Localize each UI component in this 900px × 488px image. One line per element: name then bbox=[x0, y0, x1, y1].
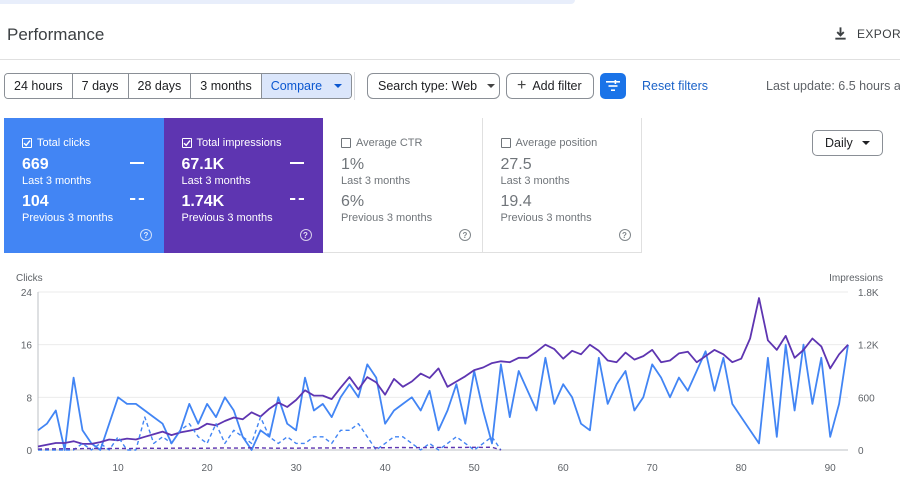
card-value: 669 bbox=[22, 156, 49, 173]
solid-line-icon bbox=[130, 162, 144, 164]
card-label: Total clicks bbox=[37, 137, 91, 149]
card-prev-value: 19.4 bbox=[500, 193, 532, 210]
card-period: Last 3 months bbox=[22, 175, 92, 187]
card-average-ctr[interactable]: Average CTR 1% Last 3 months 6% Previous… bbox=[323, 118, 483, 253]
x-tick: 40 bbox=[380, 463, 392, 474]
card-total-impressions[interactable]: Total impressions 67.1K Last 3 months 1.… bbox=[163, 118, 323, 253]
help-icon[interactable]: ? bbox=[618, 229, 631, 241]
card-header: Average CTR bbox=[341, 137, 422, 149]
performance-chart: Clicks Impressions 0 8 16 24 0 600 1.2K 1.8K 10 20 3… bbox=[16, 273, 883, 474]
range-3-months[interactable]: 3 months bbox=[191, 74, 262, 98]
chevron-down-icon bbox=[334, 84, 343, 88]
solid-line-icon bbox=[289, 162, 304, 164]
divider bbox=[354, 72, 355, 100]
card-value: 27.5 bbox=[500, 156, 532, 173]
filter-bar: 24 hours 7 days 28 days 3 months Compare… bbox=[0, 72, 900, 100]
y-axis-left-title: Clicks bbox=[16, 273, 43, 284]
checkbox-checked-icon[interactable] bbox=[22, 138, 32, 148]
card-label: Total impressions bbox=[196, 137, 282, 149]
chevron-down-icon bbox=[487, 84, 496, 88]
y-tick-right: 1.8K bbox=[858, 288, 879, 299]
top-search-strip bbox=[0, 0, 575, 4]
last-update-text: Last update: 6.5 hours ag bbox=[766, 79, 900, 93]
x-tick: 90 bbox=[825, 463, 837, 474]
plus-icon: + bbox=[517, 77, 527, 94]
export-button[interactable]: EXPORT bbox=[833, 26, 900, 41]
search-type-dropdown[interactable]: Search type: Web bbox=[367, 73, 500, 99]
x-tick: 30 bbox=[291, 463, 303, 474]
help-icon[interactable]: ? bbox=[140, 229, 152, 241]
card-label: Average CTR bbox=[356, 137, 423, 149]
card-period: Last 3 months bbox=[341, 175, 411, 187]
card-value: 1% bbox=[341, 156, 365, 173]
card-value: 67.1K bbox=[181, 156, 225, 173]
y-tick-left: 24 bbox=[21, 288, 33, 299]
help-icon[interactable]: ? bbox=[459, 229, 471, 241]
x-tick: 70 bbox=[647, 463, 659, 474]
page-header: Performance EXPORT bbox=[0, 16, 900, 60]
card-header: Average position bbox=[500, 137, 598, 149]
card-prev-value: 6% bbox=[341, 193, 365, 210]
series-line-total-clicks bbox=[37, 343, 849, 451]
page-title: Performance bbox=[7, 25, 105, 44]
date-range-selector: 24 hours 7 days 28 days 3 months Compare bbox=[4, 73, 353, 99]
reset-filters-link[interactable]: Reset filters bbox=[642, 79, 708, 93]
filter-settings-button[interactable] bbox=[600, 73, 626, 99]
card-header: Total impressions bbox=[181, 137, 282, 149]
card-prev-period: Previous 3 months bbox=[341, 212, 433, 224]
help-icon[interactable]: ? bbox=[299, 229, 312, 241]
checkbox-unchecked-icon[interactable] bbox=[500, 138, 511, 148]
download-icon bbox=[835, 27, 846, 40]
card-header: Total clicks bbox=[22, 137, 90, 149]
add-filter-label: Add filter bbox=[532, 79, 582, 93]
y-axis-right-title: Impressions bbox=[829, 273, 883, 284]
checkbox-checked-icon[interactable] bbox=[181, 138, 192, 148]
series-line-total-impressions bbox=[37, 297, 849, 448]
chevron-down-icon bbox=[862, 141, 870, 145]
card-prev-value: 1.74K bbox=[181, 193, 225, 210]
card-prev-value: 104 bbox=[22, 193, 49, 210]
export-label: EXPORT bbox=[857, 26, 900, 41]
granularity-label: Daily bbox=[825, 136, 853, 150]
dashed-line-icon bbox=[289, 198, 304, 200]
x-tick: 10 bbox=[113, 463, 125, 474]
x-tick: 80 bbox=[736, 463, 748, 474]
card-period: Last 3 months bbox=[500, 175, 570, 187]
card-period: Last 3 months bbox=[181, 175, 251, 187]
compare-dropdown[interactable]: Compare bbox=[261, 74, 352, 98]
dashed-line-icon bbox=[130, 198, 144, 200]
card-label: Average position bbox=[515, 137, 598, 149]
card-prev-period: Previous 3 months bbox=[500, 212, 592, 224]
range-24-hours[interactable]: 24 hours bbox=[5, 74, 73, 98]
x-tick: 60 bbox=[558, 463, 570, 474]
compare-label: Compare bbox=[270, 79, 323, 93]
y-tick-right: 1.2K bbox=[858, 341, 879, 352]
y-tick-left: 8 bbox=[26, 393, 32, 404]
y-tick-left: 0 bbox=[26, 446, 32, 457]
x-tick: 50 bbox=[469, 463, 481, 474]
range-28-days[interactable]: 28 days bbox=[128, 74, 192, 98]
card-prev-period: Previous 3 months bbox=[22, 212, 114, 224]
y-tick-right: 0 bbox=[858, 446, 864, 457]
range-7-days[interactable]: 7 days bbox=[72, 74, 129, 98]
granularity-dropdown[interactable]: Daily bbox=[812, 130, 883, 156]
card-average-position[interactable]: Average position 27.5 Last 3 months 19.4… bbox=[482, 118, 642, 253]
y-tick-right: 600 bbox=[858, 393, 875, 404]
filter-list-icon bbox=[606, 80, 620, 91]
card-total-clicks[interactable]: Total clicks 669 Last 3 months 104 Previ… bbox=[4, 118, 164, 253]
card-prev-period: Previous 3 months bbox=[181, 212, 273, 224]
add-filter-button[interactable]: + Add filter bbox=[506, 73, 594, 99]
x-tick: 20 bbox=[202, 463, 214, 474]
search-type-label: Search type: Web bbox=[378, 79, 478, 93]
checkbox-unchecked-icon[interactable] bbox=[341, 138, 351, 148]
series-line-total-impressions-previous bbox=[37, 446, 502, 451]
y-tick-left: 16 bbox=[21, 341, 33, 352]
metric-cards: Total clicks 669 Last 3 months 104 Previ… bbox=[4, 118, 642, 253]
